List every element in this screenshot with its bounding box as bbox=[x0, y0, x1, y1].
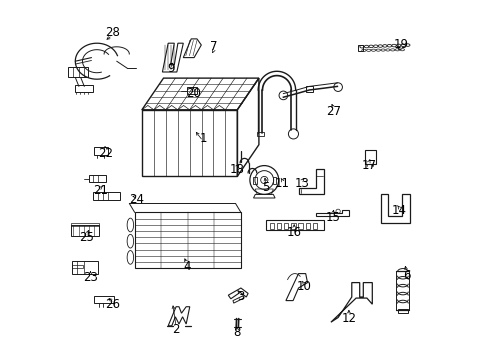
Text: 5: 5 bbox=[262, 181, 269, 194]
Bar bbox=[72, 261, 98, 274]
Bar bbox=[284, 223, 288, 229]
Text: 10: 10 bbox=[296, 280, 311, 293]
Bar bbox=[305, 86, 312, 92]
Text: 4: 4 bbox=[183, 260, 190, 273]
Text: 6: 6 bbox=[402, 269, 409, 282]
Bar bbox=[92, 192, 120, 200]
Bar bbox=[291, 223, 295, 229]
Text: 19: 19 bbox=[393, 39, 408, 51]
Text: 17: 17 bbox=[361, 159, 375, 172]
Text: 13: 13 bbox=[294, 177, 309, 190]
Bar bbox=[71, 223, 99, 226]
Bar bbox=[94, 296, 114, 303]
Text: 20: 20 bbox=[185, 87, 201, 100]
Text: 8: 8 bbox=[233, 327, 241, 339]
Bar bbox=[312, 223, 317, 229]
Bar bbox=[365, 150, 375, 164]
Text: 27: 27 bbox=[325, 105, 341, 118]
Bar bbox=[71, 225, 99, 236]
Text: 28: 28 bbox=[105, 26, 120, 39]
Text: 2: 2 bbox=[172, 323, 180, 336]
Text: 7: 7 bbox=[210, 40, 217, 53]
Text: 12: 12 bbox=[341, 312, 356, 325]
Bar bbox=[269, 223, 273, 229]
Text: 9: 9 bbox=[166, 62, 174, 75]
Text: 14: 14 bbox=[391, 204, 406, 217]
Bar bbox=[276, 223, 281, 229]
Text: 23: 23 bbox=[83, 271, 98, 284]
Bar bbox=[75, 85, 92, 92]
Text: 3: 3 bbox=[237, 291, 244, 303]
Bar bbox=[72, 265, 83, 268]
Bar bbox=[397, 309, 407, 313]
Bar bbox=[89, 175, 106, 182]
Bar bbox=[298, 223, 302, 229]
Bar bbox=[272, 177, 276, 184]
Text: 24: 24 bbox=[129, 193, 143, 206]
Bar bbox=[357, 45, 363, 51]
Bar bbox=[253, 177, 257, 184]
Text: 11: 11 bbox=[274, 177, 289, 190]
Bar bbox=[94, 147, 107, 155]
Bar bbox=[265, 220, 323, 230]
Text: 15: 15 bbox=[325, 211, 340, 224]
Text: 26: 26 bbox=[104, 298, 120, 311]
Text: 18: 18 bbox=[229, 163, 244, 176]
Text: 25: 25 bbox=[79, 231, 94, 244]
Text: 22: 22 bbox=[98, 147, 113, 159]
Text: 21: 21 bbox=[93, 184, 108, 197]
Text: 1: 1 bbox=[199, 132, 206, 145]
Bar bbox=[186, 87, 197, 94]
Bar bbox=[305, 223, 309, 229]
Bar bbox=[68, 67, 88, 77]
Text: 16: 16 bbox=[286, 226, 301, 239]
